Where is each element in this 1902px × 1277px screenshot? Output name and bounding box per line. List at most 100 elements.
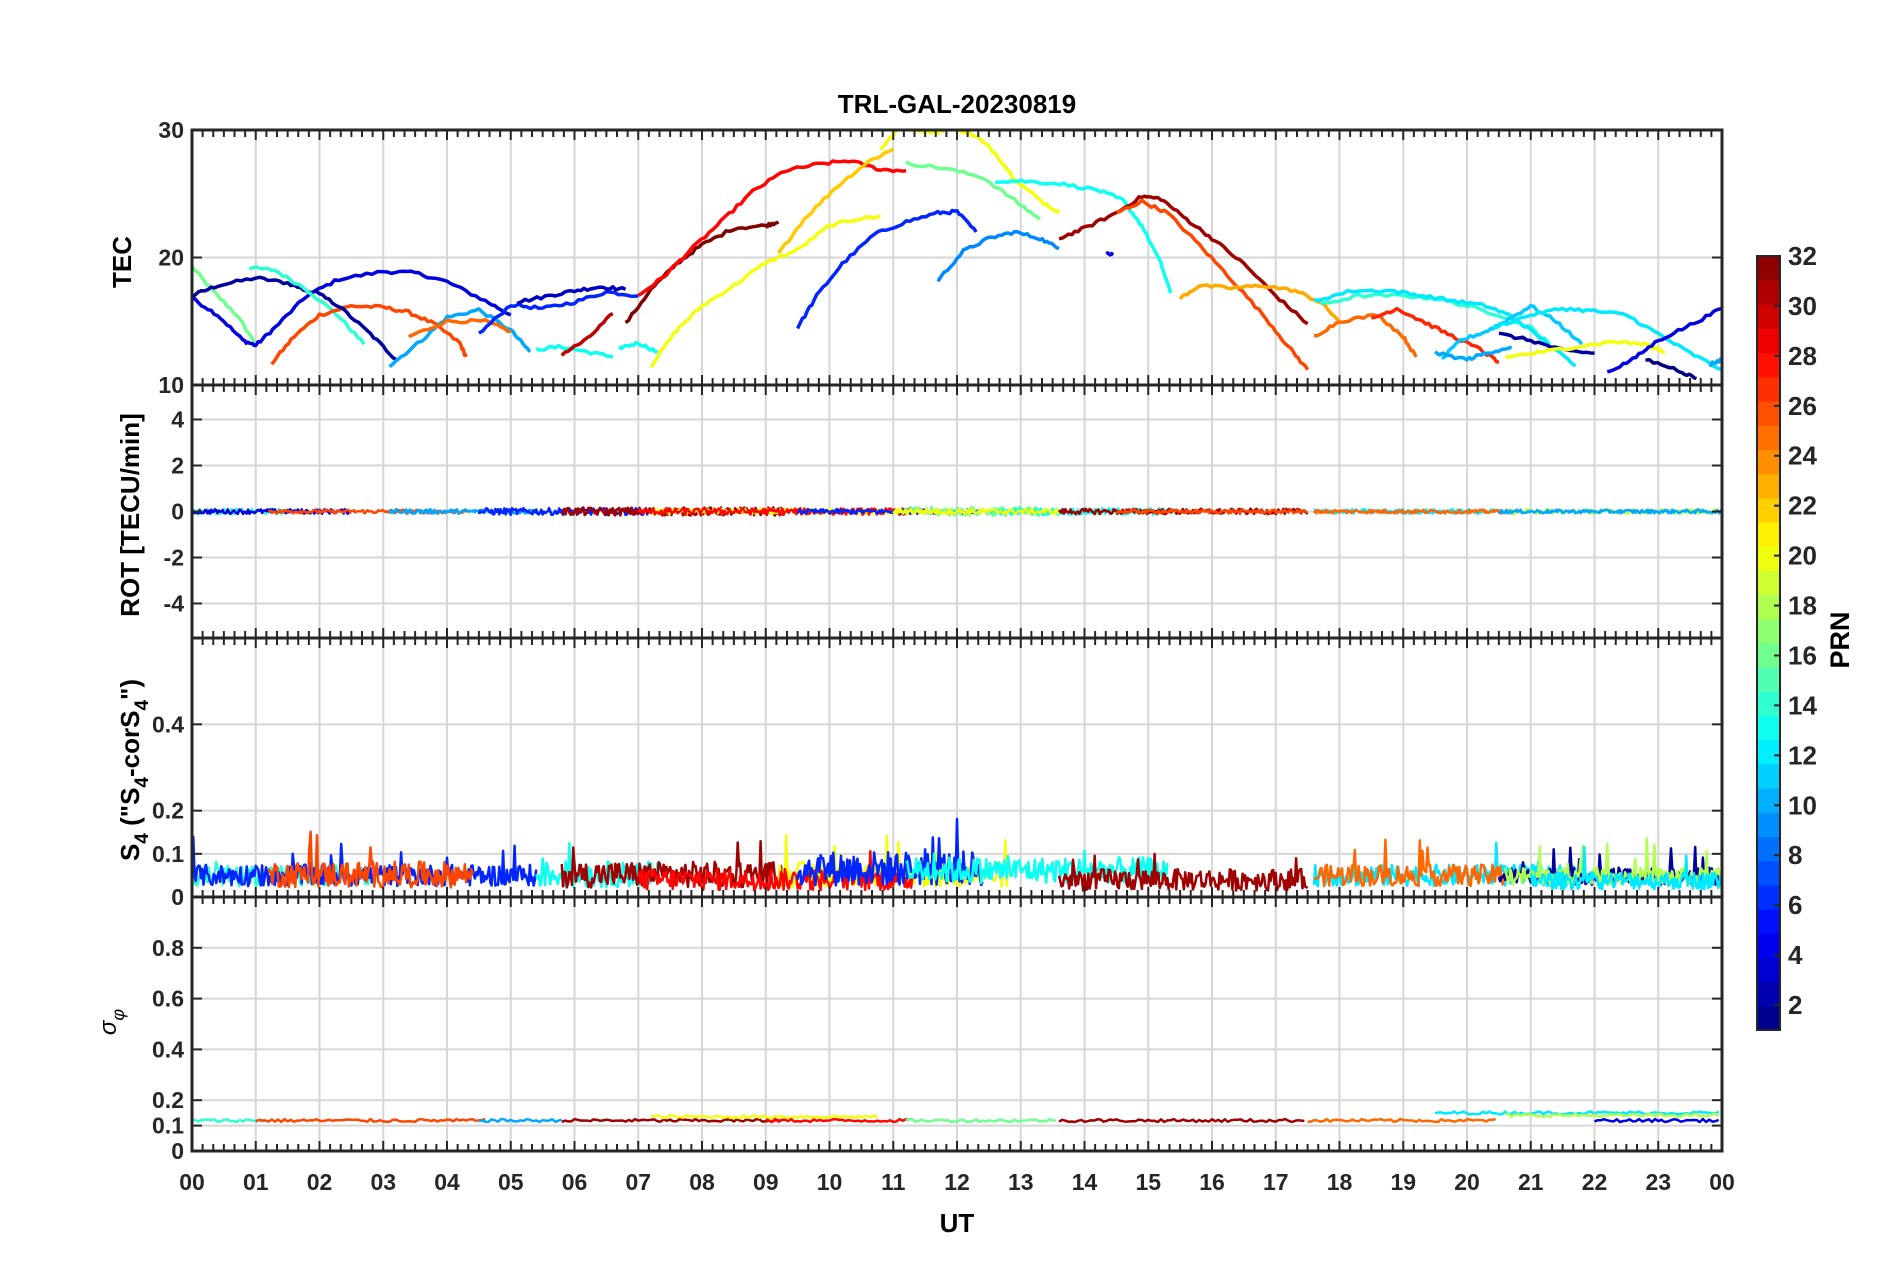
ylabel-s4: S4 ("S4-corS4") [115,679,153,861]
colorbar-step [1757,836,1780,862]
x-tick-label: 06 [562,1169,588,1195]
colorbar-tick-label: 4 [1788,940,1803,970]
colorbar-tick-label: 24 [1788,441,1817,471]
y-axis-labels: TEC ROT [TECU/min] S4 ("S4-corS4") σφ [95,236,153,1035]
tec-series-prn-12 [1313,288,1577,368]
tec-series-prn-6 [478,289,639,335]
colorbar-step [1757,449,1780,475]
colorbar-tick-label: 2 [1788,990,1802,1020]
x-tick-label: 02 [307,1169,333,1195]
panel-tec: 10 20 30 [158,117,1724,398]
sigma_phi-series-prn-16 [905,1117,1056,1124]
colorbar-step [1757,304,1780,330]
x-tick-label: 11 [881,1169,906,1195]
colorbar-tick-label: 18 [1788,591,1817,621]
colorbar-step [1757,691,1780,717]
colorbar-step [1757,667,1780,692]
y-tick-label: 0 [171,884,184,910]
colorbar-step [1757,594,1780,620]
tec-series-prn-13 [535,343,614,359]
tec-series-prn-10 [388,307,532,369]
x-tick-label: 13 [1008,1169,1034,1195]
y-tick-label: 0.6 [152,986,184,1012]
x-tick-label: 00 [1709,1169,1735,1195]
colorbar-step [1757,933,1780,958]
tec-series-prn-2 [1498,331,1595,355]
sigma_phi-series-prn-31 [1058,1117,1305,1124]
colorbar-frame [1756,255,1781,1031]
colorbar-step [1757,401,1780,426]
tec-series-prn-30 [560,312,614,357]
colorbar-step [1757,376,1780,402]
y-tick-label: 0 [171,1138,184,1164]
sigma_phi-series-prn-18 [1505,1112,1720,1119]
sigma_phi-series-prn-28 [765,1117,910,1124]
colorbar-tick-label: 6 [1788,890,1802,920]
colorbar-step [1757,1005,1780,1031]
colorbar-tick-label: 12 [1788,740,1817,770]
x-tick-label: 20 [1454,1169,1480,1195]
colorbar-step [1757,812,1780,837]
tec-series-prn-14 [248,265,366,346]
s4-series-prn-31 [1057,852,1309,892]
colorbar-step [1757,763,1780,789]
colorbar-tick-label: 28 [1788,341,1817,371]
y-tick-label: 0.2 [152,1087,184,1113]
colorbar-step [1757,352,1780,378]
tec-series-prn-13 [617,340,658,354]
y-tick-label: 0 [171,499,184,525]
y-tick-label: 0.4 [152,711,184,737]
rot-series-prn-26 [1115,508,1308,515]
series-group [192,505,1722,518]
tec-series-prn-13 [995,178,1173,294]
colorbar-tick-label: 22 [1788,491,1817,521]
y-tick-label: -2 [164,545,184,571]
sigma_phi-series-prn-14 [192,1117,266,1124]
colorbar-step [1757,739,1780,765]
colorbar-step [1757,280,1780,305]
x-tick-label: 19 [1390,1169,1416,1195]
x-tick-label: 14 [1072,1169,1098,1195]
y-tick-label: -4 [164,591,185,617]
colorbar-step [1757,981,1780,1007]
tec-series-prn-9 [936,229,1060,283]
s4-series-prn-13 [905,849,1169,885]
s4-series-prn-12 [1529,845,1722,891]
tec-series-prn-4 [1606,306,1722,374]
colorbar-step [1757,497,1780,523]
x-tick-label: 10 [817,1169,843,1195]
tec-series-prn-12 [1492,306,1722,372]
colorbar-step [1757,909,1780,934]
colorbar-tick-label: 14 [1788,690,1817,720]
tec-series-prn-1 [1645,358,1698,381]
colorbar-tick-label: 16 [1788,640,1817,670]
x-tick-label: 22 [1582,1169,1608,1195]
x-tick-label: 09 [753,1169,779,1195]
y-tick-label: 10 [158,372,184,398]
tec-series-prn-26 [270,303,468,366]
rot-series-prn-20 [892,507,1060,516]
rot-series-prn-10 [1498,508,1722,515]
x-tick-label: 15 [1135,1169,1161,1195]
colorbar-step [1757,570,1780,596]
tec-series-prn-20 [649,214,881,369]
x-tick-label: 12 [944,1169,970,1195]
sigma_phi-series-prn-4 [1594,1117,1720,1124]
x-tick-labels: 00 01 02 03 04 05 06 07 08 09 10 11 12 13 14 15 16 17 18 19… [179,1169,1735,1195]
chart-title: TRL-GAL-20230819 [838,89,1076,119]
colorbar-step [1757,328,1780,354]
tec-series-prn-6 [796,208,978,330]
colorbar-tick-label: 32 [1788,241,1817,271]
colorbar-tick-label: 10 [1788,790,1817,820]
sigma_phi-series-prn-10 [478,1117,563,1124]
colorbar-step [1757,884,1780,910]
colorbar-step [1757,425,1780,450]
x-tick-label: 05 [498,1169,524,1195]
x-tick-label: 23 [1645,1169,1671,1195]
panel-s4: 0 0.1 0.2 0.4 [152,636,1724,910]
x-tick-label: 08 [689,1169,715,1195]
tec-series-prn-2 [192,275,314,299]
